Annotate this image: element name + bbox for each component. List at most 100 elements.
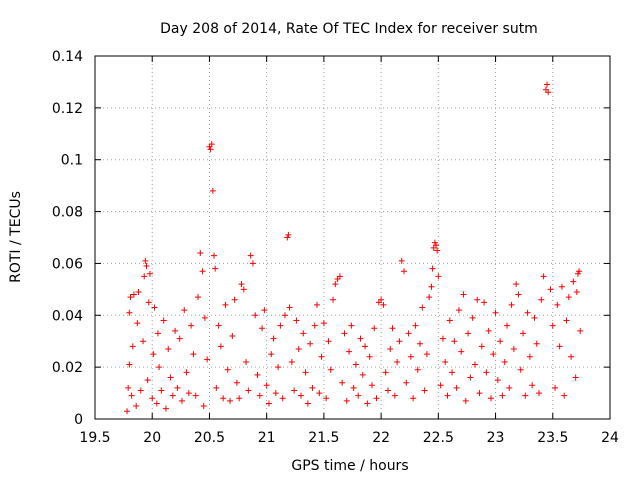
data-point [285, 231, 292, 238]
data-point [295, 345, 302, 352]
data-point [153, 400, 160, 407]
data-point [552, 384, 559, 391]
y-tick-label: 0 [74, 412, 83, 428]
x-tick-label: 21.5 [308, 430, 339, 446]
data-point [524, 309, 531, 316]
data-point [336, 273, 343, 280]
data-point [176, 335, 183, 342]
data-point [134, 320, 141, 327]
data-point [277, 322, 284, 329]
data-point [453, 384, 460, 391]
data-point [490, 351, 497, 358]
data-point [513, 281, 520, 288]
data-point [522, 392, 529, 399]
data-point [538, 296, 545, 303]
data-point [229, 333, 236, 340]
data-point [478, 343, 485, 350]
data-point [256, 392, 263, 399]
x-tick-label: 22.5 [423, 430, 454, 446]
data-point [284, 234, 291, 241]
data-point [245, 387, 252, 394]
data-point [124, 408, 131, 415]
y-tick-label: 0.14 [52, 49, 83, 65]
data-point [366, 353, 373, 360]
data-point [389, 325, 396, 332]
data-point [158, 387, 165, 394]
data-point [426, 294, 433, 301]
data-point [346, 348, 353, 355]
data-point [311, 322, 318, 329]
data-point [330, 296, 337, 303]
data-point [185, 390, 192, 397]
data-point [565, 294, 572, 301]
data-point [172, 327, 179, 334]
data-point [162, 405, 169, 412]
data-point [348, 322, 355, 329]
y-tick-label: 0.1 [61, 153, 83, 169]
data-point [570, 278, 577, 285]
x-tick-label: 23 [487, 430, 505, 446]
data-point [190, 351, 197, 358]
data-point [533, 340, 540, 347]
data-point [309, 384, 316, 391]
data-point [380, 301, 387, 308]
data-point [341, 330, 348, 337]
data-point [144, 377, 151, 384]
data-point [401, 268, 407, 275]
data-point [130, 291, 137, 298]
data-point [252, 312, 259, 319]
data-point [227, 397, 234, 404]
data-point [504, 322, 510, 329]
data-point [325, 338, 332, 345]
x-tick-label: 23.5 [537, 430, 568, 446]
data-point [300, 330, 307, 337]
data-point [174, 384, 181, 391]
data-point [236, 395, 243, 402]
data-point [417, 340, 424, 347]
x-tick-label: 20 [143, 430, 161, 446]
y-tick-label: 0.02 [52, 360, 83, 376]
data-point [316, 390, 323, 397]
data-point [126, 361, 133, 368]
data-point [371, 325, 378, 332]
data-point [499, 392, 506, 399]
data-point [204, 356, 211, 363]
data-point [200, 403, 207, 410]
data-point [217, 343, 224, 350]
data-point [442, 358, 449, 365]
data-point [474, 296, 481, 303]
data-point [510, 345, 517, 352]
data-point [556, 343, 563, 350]
data-point [544, 81, 551, 88]
data-point [357, 335, 364, 342]
data-point [352, 361, 359, 368]
data-point [201, 314, 208, 321]
data-point [423, 351, 430, 358]
data-point [396, 338, 403, 345]
data-point [576, 268, 583, 275]
data-point [207, 146, 214, 153]
data-point [574, 270, 581, 277]
data-point [181, 307, 188, 314]
data-point [304, 400, 311, 407]
data-point [314, 301, 321, 308]
data-point [526, 353, 533, 360]
data-point [364, 400, 371, 407]
data-point [142, 257, 149, 264]
data-point [272, 390, 279, 397]
data-point [213, 384, 220, 391]
data-point [208, 141, 215, 148]
data-point [547, 286, 554, 293]
data-point [298, 392, 304, 399]
data-point [476, 390, 483, 397]
data-point [209, 187, 216, 194]
data-point [129, 343, 136, 350]
data-point [268, 351, 275, 358]
data-point [254, 371, 261, 378]
data-point [156, 364, 163, 371]
data-point [128, 392, 135, 399]
data-point [433, 242, 440, 249]
data-point [494, 377, 501, 384]
data-point [508, 301, 515, 308]
